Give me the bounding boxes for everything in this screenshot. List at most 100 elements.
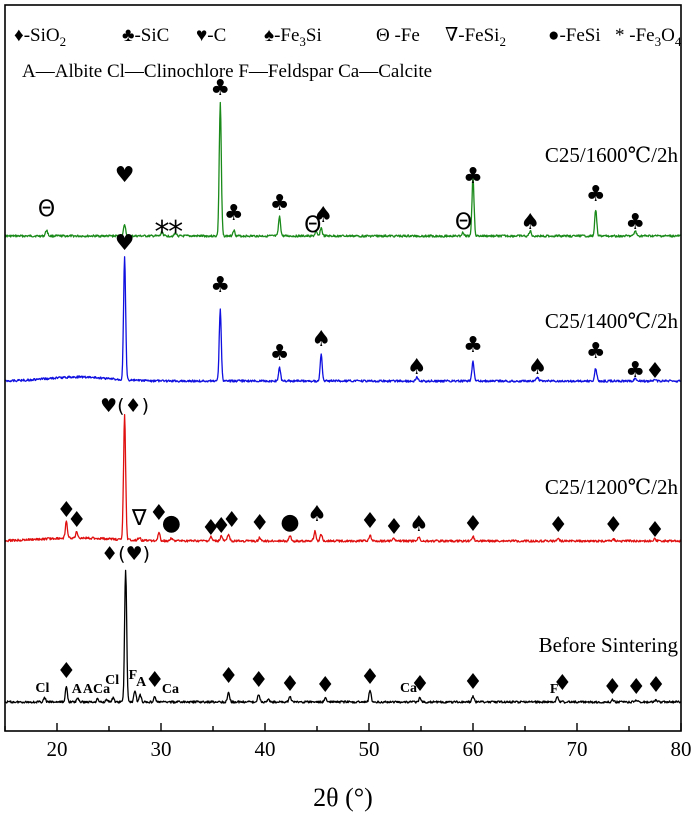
peak-marker: ♦ [548,513,568,538]
mineral-label: Cl [35,681,49,696]
peak-marker: ∇ [131,506,147,531]
peak-marker: ♦ [57,498,77,523]
legend-symbol: Θ [376,25,390,46]
peak-marker: ♣ [270,341,290,366]
peak-marker: ♦ [149,501,169,526]
legend-symbol: * [615,25,625,46]
x-tick-label: 20 [47,737,68,761]
mineral-label: A [72,682,83,697]
peak-marker: ♦(♥) [101,543,150,565]
legend-entry: ♦-SiO2 [14,25,66,49]
peak-marker: ♦ [67,508,87,533]
peak-marker: ♦ [211,514,231,539]
x-tick-label: 40 [255,737,276,761]
peak-marker: ♠ [311,327,331,352]
legend-entry: ♥-C [196,25,226,46]
legend-entry: ∇-FeSi2 [445,25,506,49]
x-axis: 20 30 40 50 60 70 80 [4,723,692,761]
peak-marker: ♦ [219,664,239,689]
peak-marker: ♦ [145,668,165,693]
peak-marker: Θ [38,197,55,222]
peak-marker: ♦ [463,670,483,695]
peak-marker: ♣ [463,164,483,189]
peak-marker: ♣ [625,358,645,383]
peak-marker: ♠ [409,512,429,537]
peak-marker: Θ [455,210,472,235]
peak-marker: ♦ [645,518,665,543]
mineral-abbreviations: A—Albite Cl—Clinochlore F—Feldspar Ca—Ca… [22,61,432,82]
peak-marker: ♣ [210,76,230,101]
mineral-label: Ca [400,681,417,696]
legend-symbol: ● [548,25,559,46]
peak-marker: ♦ [280,672,300,697]
mineral-label: Ca [162,682,179,697]
peak-marker: ♦ [463,512,483,537]
peak-marker: ♦ [201,516,221,541]
peak-marker: ♥(♦) [100,395,149,417]
series-label: C25/1200℃/2h [545,475,679,499]
peak-marker: ♠ [528,355,548,380]
mineral-label: ACa [83,682,110,697]
legend-entry: Θ -Fe [376,25,420,46]
legend-symbol: ♣ [122,25,134,46]
peak-marker: ♥ [115,231,135,256]
peak-marker: * [168,215,183,250]
legend-entry: ♠-Fe3Si [264,25,322,49]
peak-marker: ♦ [315,673,335,698]
peak-marker: ♦ [250,511,270,536]
mineral-label: F [550,682,559,697]
peak-marker: ♣ [270,191,290,216]
mineral-label: A [136,675,147,690]
x-tick-label: 30 [151,737,172,761]
x-tick-label: 60 [463,737,484,761]
legend-entry: * -Fe3O4 [615,25,682,49]
peak-marker: * [155,215,170,250]
x-tick-label: 70 [567,737,588,761]
legend-entry: ♣-SiC [122,25,169,46]
series-trace [4,569,682,704]
phase-legend: ♦-SiO2 ♣-SiC ♥-C ♠-Fe3Si Θ -Fe ∇-FeSi2 ●-FeSi *… [14,25,682,49]
mineral-label: Cl [105,673,119,688]
peak-marker: ♦ [645,359,665,384]
peak-marker: ♦ [222,508,242,533]
peak-marker: ♦ [646,673,666,698]
peak-marker: ● [162,511,181,536]
legend-symbol: ♠ [264,25,274,46]
peak-annotations: Θ♥**♣♣ ♣Θ♠ Θ♣♠♣♣♥♣♣♠♠♣♠♣♣ ♦♥(♦)♦♦ ∇ ♦● ♦♦♦ ♦ ● ♠ ♦… [35,76,665,700]
peak-marker: ♦ [360,665,380,690]
peak-marker: ♦ [603,675,623,700]
peak-marker: ♠ [313,203,333,228]
plot-frame [4,4,682,732]
peak-marker: ♦ [360,509,380,534]
series-trace [4,101,682,238]
peak-marker: ♦ [57,659,77,684]
series-trace [4,256,682,383]
peak-marker: Θ [304,213,321,238]
x-tick-label: 50 [359,737,380,761]
legend-symbol: ♥ [196,25,207,46]
peak-marker: ♣ [463,333,483,358]
peak-marker: ♦ [410,672,430,697]
peak-marker: ♦ [604,513,624,538]
diffraction-traces [4,101,682,704]
peak-marker: ♦ [384,515,404,540]
peak-marker: ♦ [249,668,269,693]
legend-symbol: ♦ [14,25,24,46]
series-labels: C25/1600℃/2h C25/1400℃/2h C25/1200℃/2h Befo… [539,143,679,657]
series-label: C25/1400℃/2h [545,309,679,333]
peak-marker: ♦ [553,671,573,696]
mineral-label: F [129,668,138,683]
peak-marker: ♣ [224,201,244,226]
peak-marker: ♠ [407,355,427,380]
peak-marker: ♣ [586,182,606,207]
series-label: Before Sintering [539,633,679,657]
series-label: C25/1600℃/2h [545,143,679,167]
legend-entry: ●-FeSi [548,25,601,46]
peak-marker: ♣ [625,210,645,235]
legend-symbol: ∇ [445,25,458,46]
peak-marker: ♣ [210,273,230,298]
peak-marker: ♥ [115,163,135,188]
peak-marker: ● [280,510,299,535]
peak-marker: ♦ [626,675,646,700]
